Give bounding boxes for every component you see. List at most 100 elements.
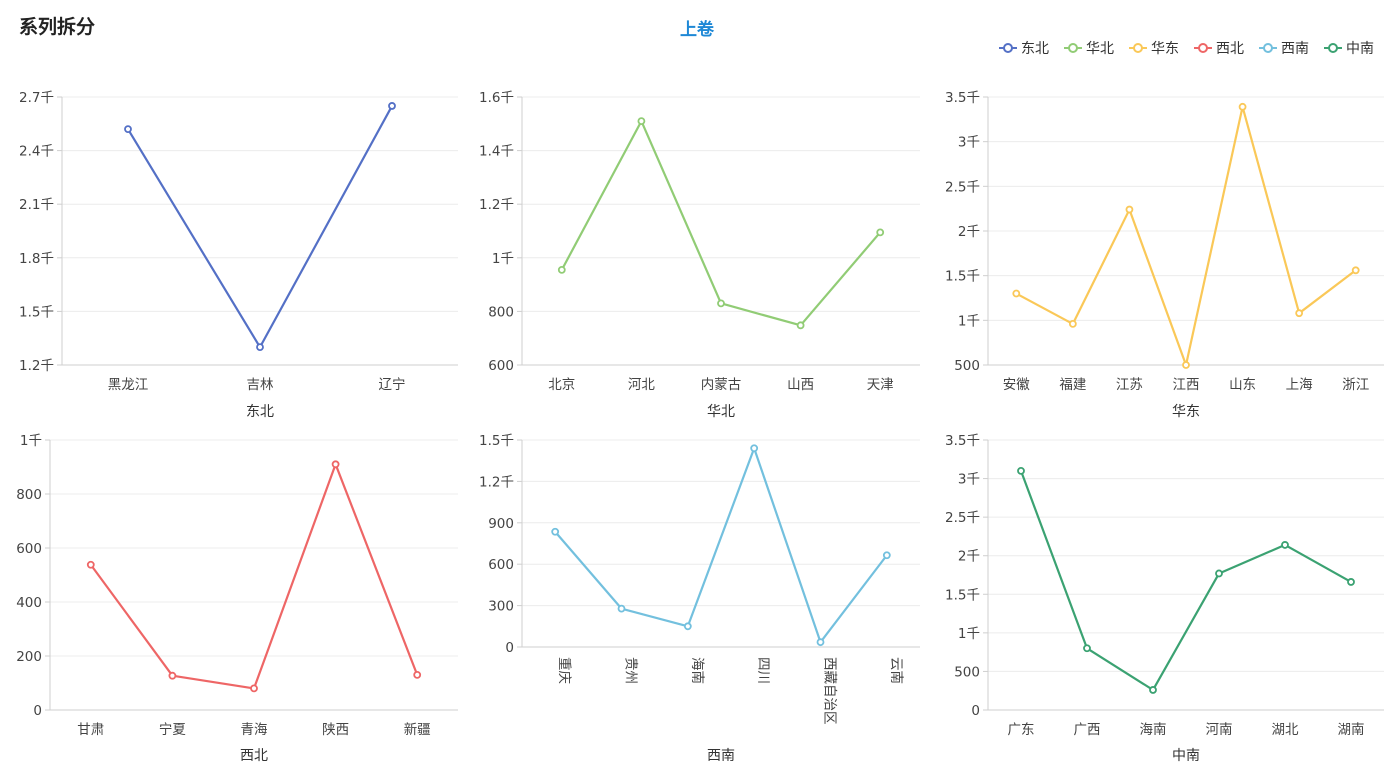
- x-tick-label: 广东: [1008, 722, 1035, 738]
- x-tick-label: 西藏自治区: [822, 657, 838, 725]
- data-point: [1182, 361, 1190, 369]
- x-tick-label: 江西: [1173, 377, 1200, 393]
- legend-label: 华北: [1086, 41, 1114, 57]
- legend-line-marker-icon: [1259, 43, 1277, 53]
- y-tick-label: 2.5千: [945, 510, 980, 526]
- y-tick-label: 2千: [958, 549, 980, 565]
- data-point: [683, 622, 692, 631]
- y-tick-label: 400: [16, 595, 42, 611]
- data-point: [1149, 686, 1157, 694]
- legend-label: 西北: [1216, 41, 1244, 57]
- y-tick-label: 3千: [958, 135, 980, 151]
- x-tick-label: 北京: [548, 377, 575, 393]
- data-point: [617, 604, 626, 613]
- x-axis-title: 西北: [240, 748, 268, 764]
- x-tick-label: 内蒙古: [701, 377, 742, 393]
- legend-item[interactable]: 东北: [999, 38, 1049, 58]
- x-tick-label: 天津: [867, 377, 894, 393]
- data-point: [331, 460, 340, 469]
- data-point: [86, 560, 95, 569]
- x-tick-label: 青海: [241, 722, 268, 738]
- x-tick-label: 辽宁: [379, 376, 406, 393]
- series-line: [89, 463, 419, 690]
- y-tick-label: 500: [954, 664, 980, 680]
- data-point: [796, 321, 805, 330]
- x-tick-label: 河南: [1206, 722, 1233, 738]
- data-point: [816, 638, 825, 647]
- data-point: [882, 551, 891, 560]
- legend-item[interactable]: 西南: [1259, 38, 1309, 58]
- legend-item[interactable]: 华东: [1129, 38, 1179, 58]
- x-tick-label: 黑龙江: [108, 377, 149, 393]
- data-point: [1281, 541, 1289, 549]
- x-tick-label: 湖南: [1338, 722, 1365, 738]
- legend-line-marker-icon: [1324, 43, 1342, 53]
- y-tick-label: 300: [488, 599, 514, 615]
- x-tick-label: 甘肃: [77, 722, 104, 738]
- x-tick-label: 广西: [1074, 722, 1101, 738]
- y-tick-label: 2千: [958, 224, 980, 240]
- x-tick-label: 山西: [787, 377, 814, 393]
- x-tick-label: 安徽: [1003, 377, 1031, 393]
- data-point: [1012, 289, 1021, 298]
- y-tick-label: 1.2千: [19, 358, 54, 374]
- y-tick-label: 1.4千: [479, 144, 514, 160]
- data-point: [1068, 320, 1077, 328]
- y-tick-label: 1千: [958, 313, 980, 329]
- y-tick-label: 1千: [20, 433, 42, 449]
- data-point: [1238, 102, 1247, 111]
- x-tick-label: 贵州: [623, 657, 639, 684]
- x-axis-title: 华北: [707, 404, 735, 420]
- data-point: [413, 671, 422, 679]
- data-point: [551, 527, 560, 536]
- y-tick-label: 1.5千: [945, 269, 980, 285]
- data-point: [1083, 644, 1091, 653]
- y-tick-label: 0: [505, 640, 514, 656]
- data-point: [1351, 266, 1360, 275]
- x-tick-label: 上海: [1286, 377, 1313, 393]
- y-tick-label: 600: [488, 557, 514, 573]
- data-point: [717, 299, 725, 308]
- data-point: [1347, 578, 1355, 586]
- data-point: [1215, 569, 1223, 578]
- y-tick-label: 1.5千: [479, 433, 514, 449]
- y-tick-label: 0: [33, 703, 42, 719]
- data-point: [168, 671, 177, 680]
- y-tick-label: 3.5千: [945, 433, 980, 449]
- series-line: [1015, 105, 1357, 367]
- legend: 东北 华北 华东 西北 西南 中南: [984, 38, 1374, 58]
- data-point: [124, 125, 132, 134]
- legend-line-marker-icon: [999, 43, 1017, 53]
- y-tick-label: 500: [954, 358, 980, 374]
- legend-item[interactable]: 华北: [1064, 38, 1114, 58]
- legend-label: 西南: [1281, 41, 1309, 57]
- page-title: 系列拆分: [19, 16, 96, 38]
- y-tick-label: 2.5千: [945, 179, 980, 195]
- data-point: [1125, 205, 1134, 214]
- data-point: [750, 444, 759, 453]
- x-tick-label: 河北: [628, 377, 656, 393]
- y-tick-label: 2.7千: [19, 90, 54, 106]
- legend-item[interactable]: 西北: [1194, 38, 1244, 58]
- x-tick-label: 江苏: [1116, 377, 1143, 393]
- x-tick-label: 山东: [1229, 377, 1256, 393]
- x-tick-label: 四川: [755, 657, 771, 684]
- y-tick-label: 1千: [958, 626, 980, 642]
- x-tick-label: 海南: [689, 657, 705, 684]
- data-point: [388, 102, 396, 110]
- data-point: [876, 228, 885, 237]
- drill-up-tab[interactable]: 上卷: [680, 20, 714, 40]
- y-tick-label: 1.5千: [945, 587, 980, 603]
- y-tick-label: 900: [488, 516, 514, 532]
- legend-item[interactable]: 中南: [1324, 38, 1374, 58]
- y-tick-label: 1.8千: [19, 251, 54, 267]
- data-point: [256, 343, 264, 352]
- x-axis-title: 东北: [246, 404, 274, 420]
- x-tick-label: 吉林: [247, 377, 274, 393]
